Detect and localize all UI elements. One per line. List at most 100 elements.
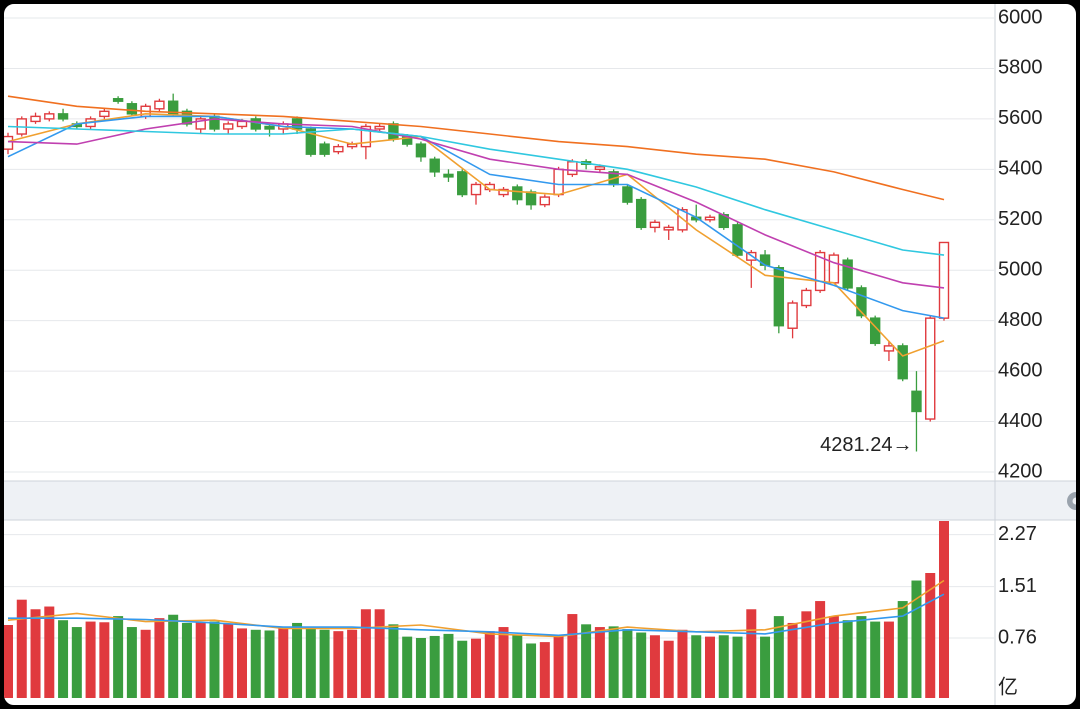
candle [429,156,440,177]
y-tick-label: 4200 [998,460,1043,482]
y-tick-label: 5000 [998,259,1043,281]
y-tick-label: 5400 [998,158,1043,180]
volume-bar [484,631,495,698]
candle [195,116,206,135]
volume-bar [360,609,371,698]
volume-bar [113,616,124,698]
ma-line [7,118,945,289]
volume-unit: 亿 [998,675,1018,698]
volume-bar [471,638,481,698]
low-annotation: 4281.24→ [820,434,912,456]
volume-ma-line [8,593,945,637]
candle-body [539,196,551,206]
candle-body [732,224,743,256]
volume-bar [787,622,798,698]
candle [112,96,124,104]
candle [126,101,138,117]
volume-bar [264,630,275,698]
candle [44,111,55,122]
candle [4,132,14,155]
candle-body [374,125,385,130]
candle-body [938,241,950,319]
volume-bar [828,616,839,698]
volume-bar [140,629,151,698]
volume-bar [30,609,41,698]
candle-body [856,287,867,317]
candle [883,340,895,362]
candle [773,265,785,334]
volume-bar [58,620,69,698]
candle-body [911,390,922,413]
candle-body [4,135,14,150]
candle-body [443,173,454,178]
candle-body [319,143,330,155]
candle [223,121,234,135]
volume-bar [347,629,358,698]
volume-bar [71,627,82,698]
candle-body [470,183,482,196]
volume-bar [278,628,289,698]
candle-body [112,98,124,102]
volume-bar [443,633,454,698]
candle-body [154,100,165,110]
volume-bar [663,640,674,698]
volume-bars [4,521,949,698]
candle-body [195,118,206,130]
candle [801,287,812,309]
candle [828,252,840,284]
y-tick-label: 5600 [998,107,1043,129]
candle-body [828,254,840,284]
volume-bar [567,614,578,698]
ma-line [7,112,945,357]
settings-icon[interactable] [1067,492,1080,510]
candle-body [167,100,179,115]
volume-bar [746,609,757,698]
volume-bar [649,635,660,698]
volume-bar [897,601,908,698]
candle-body [57,113,69,120]
candle [457,169,468,198]
candle [415,141,427,162]
candle-body [305,128,317,155]
volume-bar [773,616,784,698]
volume-bar [842,620,853,698]
ma-line [7,115,945,319]
candle-body [498,188,509,196]
y-tick-label: 1.51 [998,575,1037,597]
y-tick-label: 2.27 [998,523,1037,545]
volume-bar [870,621,881,698]
candle [539,194,551,208]
volume-bar [99,622,110,698]
volume-bar [732,636,743,698]
volume-bar [801,611,812,698]
y-tick-label: 0.76 [998,626,1037,648]
candle [842,257,853,291]
candle-body [787,302,798,329]
candle-body [801,289,812,307]
candle-body [622,186,633,203]
y-tick-label: 4400 [998,410,1043,432]
candle [30,112,41,124]
candle [250,116,261,132]
volume-bar [319,629,330,698]
candle [704,214,716,223]
volume-bar [333,631,344,698]
candle [99,108,110,119]
volume-bar [126,627,137,698]
candle [663,224,674,240]
volume-bar [815,601,826,698]
y-tick-label: 4600 [998,359,1043,381]
volume-bar [498,627,509,698]
volume-bar [636,632,647,698]
candle [443,169,454,182]
candle-body [567,161,578,176]
candle-body [223,123,234,130]
candle-body [30,115,41,123]
candle-body [925,317,936,420]
candle-body [663,226,674,231]
candle [732,222,743,258]
candle-body [415,143,427,158]
candle [470,181,482,205]
